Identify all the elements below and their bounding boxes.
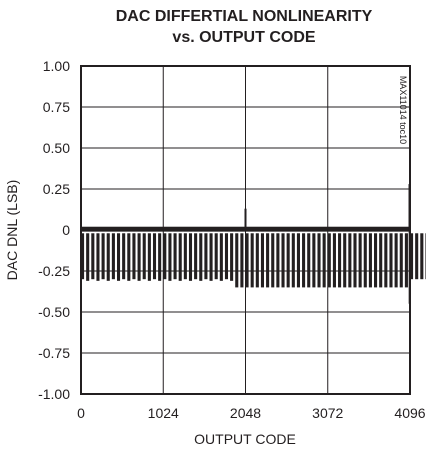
- dnl-segment: [137, 233, 141, 281]
- dnl-segment: [250, 233, 254, 288]
- dnl-segment: [224, 233, 229, 280]
- dnl-segment: [91, 233, 95, 280]
- x-tick-label: 2048: [230, 405, 261, 421]
- dnl-segment: [379, 233, 383, 288]
- chart-title-line-1: DAC DIFFERTIAL NONLINEARITY: [116, 8, 373, 25]
- dnl-segment: [96, 233, 100, 281]
- dnl-segment: [322, 233, 326, 288]
- dnl-segment: [410, 233, 414, 280]
- dnl-segment: [81, 233, 85, 280]
- dnl-segment: [178, 233, 182, 281]
- dnl-segment: [240, 233, 244, 288]
- y-axis-label: DAC DNL (LSB): [4, 180, 20, 281]
- dnl-segment: [101, 233, 105, 280]
- dnl-segment: [415, 233, 419, 280]
- dnl-segment: [317, 233, 321, 288]
- dnl-segment: [343, 233, 347, 288]
- dnl-segment: [291, 233, 295, 288]
- y-tick-label: -0.25: [38, 263, 70, 279]
- dnl-segment: [266, 233, 270, 288]
- dnl-segment: [399, 233, 403, 288]
- dnl-segment: [116, 233, 121, 281]
- dnl-segment: [209, 233, 213, 281]
- dnl-segment: [158, 233, 162, 281]
- dnl-segment: [173, 233, 177, 280]
- dnl-segment: [358, 233, 362, 288]
- dnl-segment: [404, 233, 408, 288]
- side-note: MAX11014 toc10: [398, 76, 408, 144]
- chart-title-line-2: vs. OUTPUT CODE: [172, 29, 315, 46]
- x-tick-label: 3072: [312, 405, 343, 421]
- dnl-segment: [219, 233, 223, 281]
- dnl-segment: [194, 233, 198, 280]
- x-tick-labels: 0 1024 2048 3072 4096: [77, 405, 426, 421]
- dnl-segment: [353, 233, 357, 288]
- dnl-segment: [389, 233, 393, 288]
- dnl-segment: [338, 233, 342, 288]
- dnl-segment: [188, 233, 193, 281]
- dnl-segment: [327, 233, 331, 288]
- dnl-segment: [245, 233, 249, 288]
- dnl-segment: [168, 233, 172, 281]
- dnl-segment: [312, 233, 316, 288]
- dnl-segment: [255, 233, 259, 288]
- y-tick-label: 0: [62, 222, 70, 238]
- dnl-segment: [199, 233, 203, 281]
- dnl-segment: [286, 233, 290, 288]
- dnl-segment: [302, 233, 306, 288]
- dnl-segment: [152, 233, 157, 280]
- y-tick-label: -0.50: [38, 304, 70, 320]
- dnl-segment: [122, 233, 126, 280]
- plot-frame: [80, 65, 411, 395]
- dnl-segment: [204, 233, 208, 280]
- dnl-segment: [260, 233, 265, 288]
- dnl-segment: [281, 233, 285, 288]
- y-tick-label: 1.00: [43, 58, 70, 74]
- dnl-segment: [142, 233, 146, 280]
- dnl-segment: [86, 233, 90, 281]
- y-tick-label: -1.00: [38, 386, 70, 402]
- y-tick-label: 0.75: [43, 99, 70, 115]
- data-series: [81, 184, 426, 304]
- dnl-segment: [163, 233, 167, 280]
- dnl-segment: [106, 233, 110, 281]
- x-axis-label: OUTPUT CODE: [194, 431, 296, 447]
- y-tick-label: 0.25: [43, 181, 70, 197]
- dnl-segment: [332, 233, 336, 288]
- dnl-segment: [127, 233, 131, 281]
- x-tick-label: 4096: [394, 405, 425, 421]
- dnl-segment: [384, 233, 388, 288]
- dnl-segment: [132, 233, 136, 280]
- dnl-segment: [363, 233, 367, 288]
- dnl-segment: [111, 233, 115, 280]
- dnl-segment: [183, 233, 187, 280]
- dnl-segment: [374, 233, 378, 288]
- dnl-segment: [235, 233, 239, 288]
- dnl-segment: [296, 233, 300, 288]
- y-tick-label: 0.50: [43, 140, 70, 156]
- dnl-segment: [307, 233, 311, 288]
- y-tick-labels: 1.00 0.75 0.50 0.25 0 -0.25 -0.50 -0.75 -1.00: [38, 58, 70, 402]
- x-tick-label: 1024: [148, 405, 179, 421]
- dnl-segment: [276, 233, 280, 288]
- y-tick-label: -0.75: [38, 345, 70, 361]
- dnl-segment: [420, 233, 424, 280]
- dnl-segment: [271, 233, 275, 288]
- dnl-segment: [147, 233, 151, 281]
- dnl-segment: [230, 233, 234, 281]
- dnl-segment: [348, 233, 352, 288]
- dnl-segment: [214, 233, 218, 280]
- x-tick-label: 0: [77, 405, 85, 421]
- dnl-segment: [394, 233, 398, 288]
- dnl-segment: [368, 233, 372, 288]
